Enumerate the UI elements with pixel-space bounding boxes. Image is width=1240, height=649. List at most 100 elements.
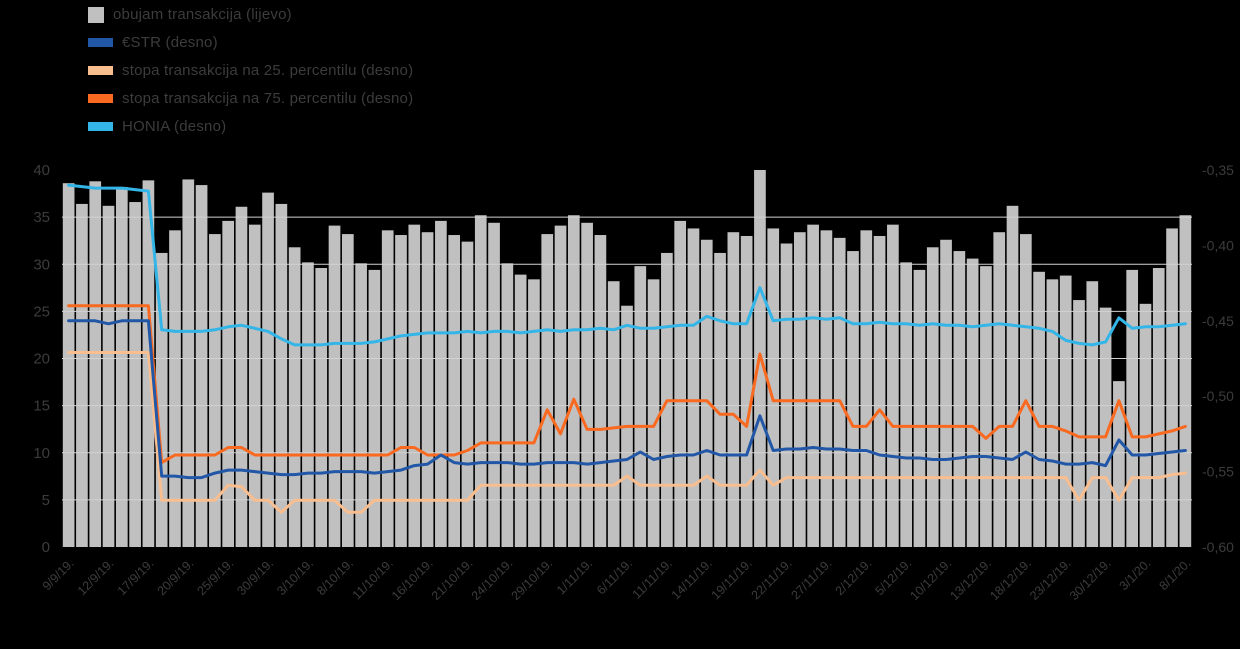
- volume-bar: [966, 258, 979, 547]
- volume-bar: [740, 235, 753, 548]
- volume-bar: [1059, 275, 1072, 547]
- volume-bar: [700, 239, 713, 547]
- volume-bar: [248, 224, 261, 547]
- line-swatch-icon: [88, 94, 113, 103]
- x-axis-tick-label: 10/12/19.: [907, 556, 954, 603]
- volume-bar: [1152, 268, 1165, 547]
- right-axis: -0,35 -0,40 -0,45 -0,50 -0,55 -0,60: [1202, 162, 1234, 555]
- x-axis-tick-label: 23/12/19.: [1027, 556, 1074, 603]
- x-axis-tick-label: 27/11/19.: [788, 556, 834, 602]
- right-axis-tick-label: -0,45: [1202, 313, 1234, 329]
- line-swatch-icon: [88, 38, 113, 47]
- volume-bar: [687, 228, 700, 547]
- volume-bar: [169, 230, 181, 547]
- line-25th-percentile: [67, 351, 1187, 514]
- volume-bar: [820, 230, 833, 547]
- line-swatch-icon: [88, 122, 113, 131]
- volume-bar: [129, 202, 141, 548]
- x-axis-tick-label: 13/12/19.: [947, 556, 994, 603]
- volume-bar: [1073, 300, 1085, 547]
- volume-bar: [674, 220, 687, 547]
- volume-bar: [155, 252, 168, 547]
- volume-bar: [115, 186, 128, 547]
- volume-bar: [993, 232, 1006, 547]
- right-axis-tick-label: -0,60: [1202, 539, 1234, 555]
- volume-bar: [793, 232, 806, 547]
- x-axis-tick-label: 3/10/19.: [274, 556, 316, 598]
- left-axis: 40 35 30 25 20 15 10 5 0: [33, 162, 50, 556]
- volume-bar: [302, 262, 314, 547]
- volume-bar: [1099, 307, 1112, 548]
- volume-bar: [435, 220, 447, 547]
- x-axis-tick-label: 11/11/19.: [630, 556, 675, 601]
- volume-bar: [807, 224, 819, 547]
- volume-bar: [461, 241, 474, 547]
- x-axis-tick-label: 1/11/19.: [554, 556, 595, 597]
- legend-item-2: stopa transakcija na 25. percentilu (des…: [88, 62, 413, 79]
- legend-label: stopa transakcija na 25. percentilu (des…: [122, 62, 414, 79]
- x-axis-tick-label: 11/10/19.: [350, 556, 396, 602]
- line-swatch-icon: [88, 66, 113, 75]
- x-axis: 9/9/19.12/9/19.17/9/19.20/9/19.25/9/19.3…: [40, 556, 1194, 603]
- volume-bar: [980, 266, 992, 547]
- left-axis-tick-label: 0: [42, 539, 50, 556]
- volume-bar: [328, 225, 341, 548]
- volume-bar: [607, 281, 620, 547]
- legend-label: HONIA (desno): [122, 118, 227, 135]
- bar-swatch-icon: [88, 6, 104, 23]
- volume-bar: [873, 235, 886, 548]
- legend-item-0: obujam transakcija (lijevo): [88, 6, 413, 23]
- volume-bar: [953, 251, 966, 547]
- volume-bar: [514, 274, 527, 547]
- left-axis-tick-label: 10: [33, 445, 50, 462]
- volume-bar: [847, 251, 859, 547]
- volume-bar: [567, 215, 580, 548]
- line-honia: [67, 183, 1187, 347]
- x-axis-tick-label: 30/12/19.: [1067, 556, 1114, 603]
- volume-bar: [76, 203, 88, 547]
- volume-bar: [900, 262, 913, 547]
- x-axis-tick-label: 20/9/19.: [155, 556, 197, 598]
- x-axis-tick-label: 29/10/19.: [509, 556, 556, 603]
- volume-bar: [222, 220, 235, 547]
- x-axis-tick-label: 19/11/19.: [709, 556, 755, 602]
- volume-bar: [1139, 303, 1152, 547]
- volume-bar: [940, 239, 952, 547]
- legend-item-1: €STR (desno): [88, 34, 413, 51]
- volume-bar: [727, 232, 740, 547]
- right-axis-tick-label: -0,55: [1202, 464, 1234, 480]
- volume-bar: [541, 234, 554, 547]
- right-axis-tick-label: -0,35: [1202, 162, 1234, 178]
- volume-bar: [594, 235, 607, 547]
- x-axis-tick-label: 21/10/19.: [429, 556, 476, 603]
- x-axis-tick-label: 12/9/19.: [75, 556, 117, 598]
- volume-bar: [182, 179, 195, 547]
- x-axis-tick-label: 18/12/19.: [987, 556, 1034, 603]
- x-axis-tick-label: 2/12/19.: [833, 556, 875, 598]
- volume-bar: [315, 268, 328, 547]
- volume-bar: [408, 224, 421, 547]
- volume-bar: [1179, 215, 1192, 548]
- x-axis-tick-label: 14/11/19.: [669, 556, 715, 602]
- volume-bar: [89, 181, 102, 547]
- volume-bar: [554, 225, 567, 548]
- volume-bar: [448, 235, 461, 547]
- left-axis-tick-label: 30: [33, 256, 50, 273]
- volume-bar: [1086, 281, 1099, 547]
- volume-bar: [647, 279, 660, 547]
- volume-bar: [102, 205, 115, 547]
- volume-bar: [887, 224, 899, 547]
- volume-bar: [395, 235, 407, 547]
- volume-bar: [1019, 234, 1032, 547]
- volume-bar: [528, 279, 540, 547]
- left-axis-tick-label: 25: [33, 303, 50, 320]
- volume-bar: [860, 230, 873, 547]
- volume-bar: [262, 192, 274, 547]
- volume-bar: [767, 228, 780, 547]
- x-axis-tick-label: 24/10/19.: [469, 556, 516, 603]
- x-axis-tick-label: 30/9/19.: [234, 556, 276, 598]
- left-axis-tick-label: 20: [33, 351, 50, 368]
- volume-bar: [235, 206, 248, 547]
- volume-bar: [1033, 271, 1045, 547]
